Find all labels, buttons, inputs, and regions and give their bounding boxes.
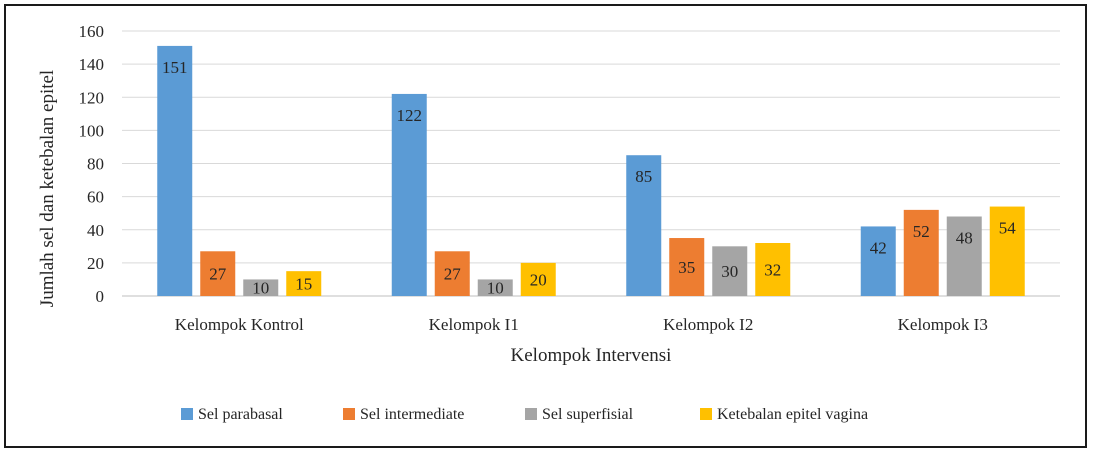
data-labels: 151 27 10 15 122 27 10 20 85 35 30 32 42 52 48 54 [162,58,1016,298]
legend-label: Ketebalan epitel vagina [717,406,868,423]
data-label: 10 [487,279,504,298]
bar [669,238,705,296]
x-category-label: Kelompok I3 [898,315,988,334]
y-tick-labels: 0 20 40 60 80 100 120 140 160 [79,22,105,306]
bar [989,206,1025,296]
bar [860,226,896,296]
y-tick-label: 0 [96,287,105,306]
bar [903,209,939,296]
bar [946,216,982,296]
y-tick-label: 80 [87,155,104,174]
data-label: 27 [209,265,227,284]
data-label: 52 [913,222,930,241]
bars [157,45,1025,296]
bar [434,251,470,296]
data-label: 10 [252,279,269,298]
x-category-labels: Kelompok Kontrol Kelompok I1 Kelompok I2 Ke… [175,315,988,334]
legend-label: Sel intermediate [360,406,464,423]
legend-swatch [343,408,355,420]
legend-swatch [700,408,712,420]
data-label: 54 [999,219,1017,238]
legend-swatch [181,408,193,420]
bar [477,279,513,296]
data-label: 42 [870,238,887,257]
bar [157,45,193,296]
y-tick-label: 20 [87,254,104,273]
bar [200,251,236,296]
y-tick-label: 160 [79,22,105,41]
y-axis-title: Jumlah sel dan ketebalan epitel [37,70,58,307]
bar [243,279,279,296]
bar [391,93,427,296]
y-tick-label: 40 [87,221,104,240]
x-category-label: Kelompok Kontrol [175,315,304,334]
legend-label: Sel superfisial [542,406,634,423]
legend-swatch [525,408,537,420]
bar [755,243,791,296]
y-tick-label: 140 [79,55,105,74]
data-label: 32 [764,261,781,280]
x-axis-title: Kelompok Intervensi [511,345,672,366]
y-tick-label: 120 [79,88,105,107]
data-label: 30 [721,262,738,281]
bar [626,155,662,296]
y-tick-label: 60 [87,188,104,207]
x-category-label: Kelompok I2 [663,315,753,334]
bar [520,262,556,296]
data-label: 151 [162,58,188,77]
data-label: 35 [678,258,695,277]
bar [712,246,748,296]
data-label: 15 [295,275,312,294]
data-label: 48 [956,229,973,248]
legend-label: Sel parabasal [198,406,283,423]
data-label: 20 [530,270,547,289]
gridlines [122,30,1060,297]
x-category-label: Kelompok I1 [429,315,519,334]
y-tick-label: 100 [79,121,105,140]
data-label: 27 [444,265,462,284]
bar [286,271,322,296]
data-label: 122 [397,106,423,125]
legend: Sel parabasal Sel intermediate Sel superfi… [181,406,868,423]
data-label: 85 [635,167,652,186]
